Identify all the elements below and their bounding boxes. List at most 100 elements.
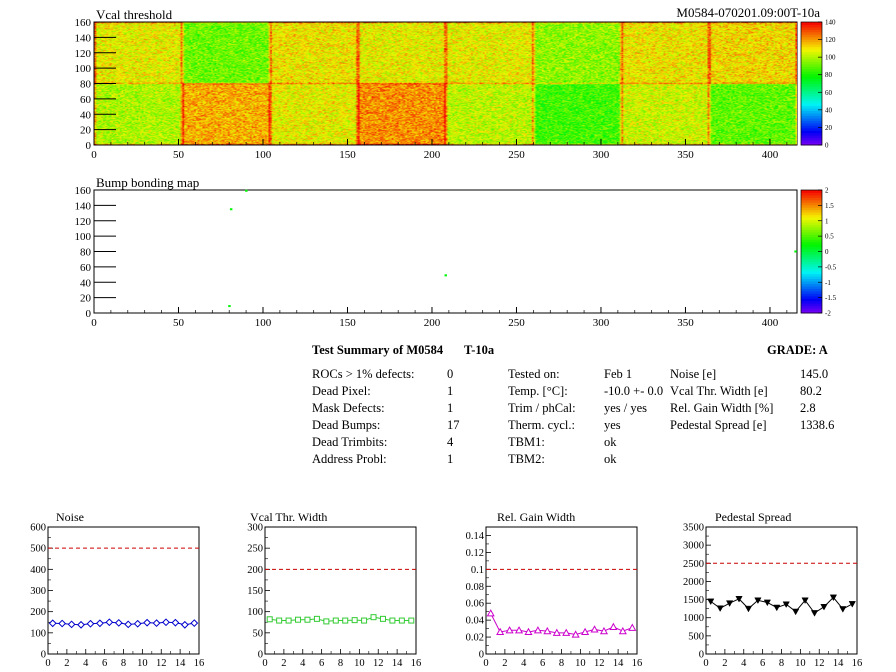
colorbar-tick-label: 120 <box>825 36 836 44</box>
colorbar-band <box>801 263 822 267</box>
summary-label: Temp. [°C]: <box>508 384 568 398</box>
data-point <box>725 600 734 607</box>
colorbar-tick-label: -1 <box>825 279 831 287</box>
x-tick-label: 0 <box>483 658 488 669</box>
x-tick-label: 8 <box>121 658 126 669</box>
summary-value: 0 <box>447 367 454 381</box>
data-point <box>313 615 320 622</box>
y-tick-label: 250 <box>247 544 263 555</box>
y-tick-label: 0 <box>86 140 92 152</box>
colorbar-band <box>801 246 822 250</box>
x-tick-label: 12 <box>594 658 605 669</box>
summary-value: 145.0 <box>800 367 829 381</box>
summary-value: 1 <box>447 401 454 415</box>
colorbar-band <box>801 298 822 302</box>
data-point <box>782 601 790 609</box>
colorbar-band <box>801 53 822 57</box>
plot-title: Vcal Thr. Width <box>250 510 327 524</box>
y-tick-label: 100 <box>75 63 92 75</box>
colorbar-band <box>801 268 822 272</box>
colorbar-band <box>801 290 822 294</box>
colorbar-band <box>801 68 822 72</box>
colorbar-band <box>801 308 822 312</box>
colorbar-band <box>801 41 822 45</box>
summary-value: 1 <box>447 452 454 466</box>
colorbar-tick-label: 140 <box>825 19 836 27</box>
colorbar-tick-label: 0 <box>825 142 829 150</box>
y-tick-label: 60 <box>80 94 92 106</box>
summary-value: 4 <box>447 435 454 449</box>
colorbar-tick-label: -0.5 <box>825 263 837 271</box>
colorbar-band <box>801 199 822 203</box>
x-tick-label: 100 <box>255 149 272 161</box>
data-point <box>839 606 847 613</box>
colorbar-band <box>801 83 822 87</box>
colorbar-band <box>801 258 822 262</box>
colorbar-band <box>801 256 822 260</box>
colorbar-band <box>801 241 822 245</box>
y-tick-label: 0.1 <box>471 565 484 576</box>
data-point <box>370 614 377 621</box>
colorbar-band <box>801 209 822 213</box>
data-point <box>114 618 123 627</box>
plot-frame <box>47 526 200 655</box>
colorbar-band <box>801 253 822 257</box>
colorbar-tick-label: -1.5 <box>825 294 837 302</box>
colorbar-tick-label: 80 <box>825 71 833 79</box>
x-tick-label: 50 <box>173 317 185 329</box>
y-tick-label: 140 <box>75 200 92 212</box>
colorbar-tick-label: 100 <box>825 54 836 62</box>
data-point <box>323 618 330 625</box>
plot-frame <box>264 526 417 655</box>
trend-plot: Vcal Thr. Width 0 2 4 6 8 10 12 14 16 0 50 100 150 200… <box>247 510 421 669</box>
colorbar-tick-label: 2 <box>825 187 829 195</box>
summary-label: Noise [e] <box>670 367 717 381</box>
colorbar-band <box>801 22 822 25</box>
colorbar-band <box>801 226 822 230</box>
x-tick-label: 300 <box>593 149 610 161</box>
x-tick-label: 10 <box>575 658 586 669</box>
data-point <box>342 617 349 624</box>
colorbar-band <box>801 93 822 97</box>
colorbar-band <box>801 78 822 82</box>
x-tick-label: 10 <box>137 658 148 669</box>
colorbar-band <box>801 44 822 48</box>
y-tick-label: 100 <box>30 628 46 639</box>
plot-frame <box>485 526 638 655</box>
summary-label: Trim / phCal: <box>508 401 576 415</box>
summary-label: Dead Trimbits: <box>312 435 388 449</box>
x-tick-label: 4 <box>521 658 527 669</box>
colorbar-band <box>801 214 822 218</box>
colorbar-band <box>801 122 822 126</box>
data-point <box>86 619 95 628</box>
data-point <box>266 616 273 623</box>
x-tick-label: 12 <box>156 658 167 669</box>
data-point <box>707 598 715 606</box>
colorbar-tick-label: -2 <box>825 310 831 318</box>
y-tick-label: 300 <box>30 586 46 597</box>
data-point <box>361 617 368 624</box>
colorbar-band <box>801 271 822 275</box>
summary-label: TBM2: <box>508 452 545 466</box>
summary-value: 1338.6 <box>800 418 835 432</box>
x-tick-label: 8 <box>779 658 784 669</box>
data-point <box>773 604 781 612</box>
colorbar-band <box>801 231 822 235</box>
colorbar-band <box>801 283 822 287</box>
colorbar-band <box>801 81 822 84</box>
x-tick-label: 6 <box>102 658 107 669</box>
y-tick-label: 300 <box>247 523 263 534</box>
colorbar-band <box>801 266 822 270</box>
y-tick-label: 500 <box>688 631 704 642</box>
y-tick-label: 600 <box>30 523 46 534</box>
colorbar-band <box>801 204 822 208</box>
data-point <box>744 605 753 613</box>
y-tick-label: 0 <box>86 308 92 320</box>
y-tick-label: 140 <box>75 32 92 44</box>
x-tick-label: 8 <box>559 658 564 669</box>
colorbar-band <box>801 115 822 119</box>
colorbar-band <box>801 135 822 139</box>
summary-value: ok <box>604 452 617 466</box>
colorbar-band <box>801 125 822 129</box>
